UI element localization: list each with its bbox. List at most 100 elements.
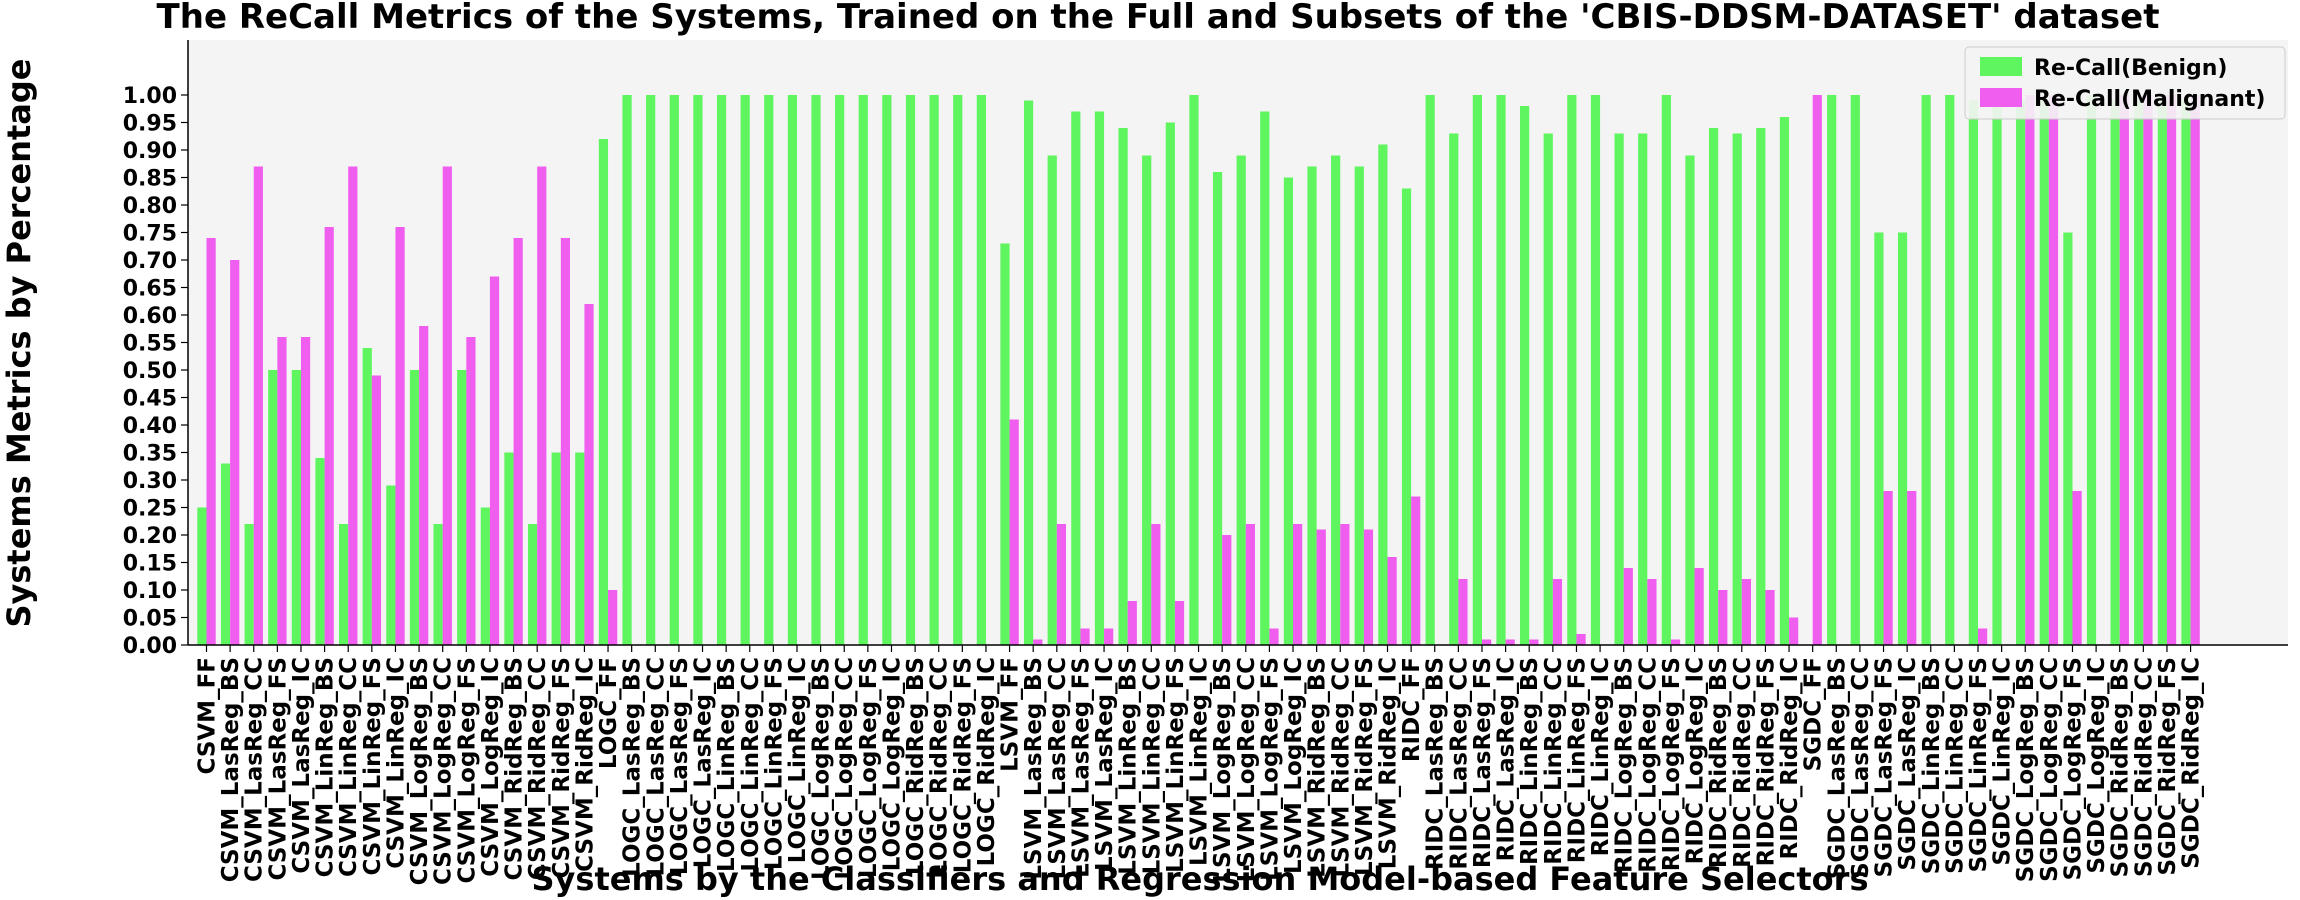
x-tick-label: SGDC_LogReg_IC	[2084, 657, 2110, 874]
x-tick-label: SGDC_LasReg_IC	[1895, 657, 1921, 871]
y-tick-label: 0.55	[123, 332, 177, 357]
legend-label-malignant: Re-Call(Malignant)	[2034, 87, 2265, 112]
x-tick-label: LSVM_LasReg_FS	[1068, 657, 1094, 878]
bar-benign	[1520, 106, 1530, 645]
bar-malignant	[560, 238, 570, 645]
y-axis: 0.000.05 0.100.15 0.200.25 0.300.35 0.400.45…	[123, 84, 188, 659]
x-tick-label: RIDC_RidReg_BS	[1706, 657, 1732, 868]
bar-malignant	[1363, 529, 1374, 645]
bar-benign	[315, 458, 325, 645]
bar-malignant	[1269, 628, 1279, 645]
bar-benign	[2016, 100, 2026, 645]
x-tick-label: SGDC_LasReg_CC	[1848, 657, 1874, 879]
bar-malignant	[395, 227, 405, 645]
bar-malignant	[442, 166, 452, 645]
bar-benign	[1378, 144, 1388, 645]
bar-benign	[905, 95, 916, 645]
bar-benign	[1897, 232, 1908, 645]
bar-benign	[551, 452, 561, 645]
bar-benign	[598, 139, 609, 645]
x-axis-label: Systems by the Classifiers and Regressio…	[532, 860, 1869, 898]
bar-benign	[1449, 133, 1459, 645]
x-tick-label: LSVM_RidReg_IC	[1376, 657, 1402, 869]
y-tick-label: 0.35	[123, 442, 177, 467]
bar-benign	[527, 524, 538, 645]
x-tick-label: LSVM_LasReg_BS	[1021, 657, 1047, 880]
bar-benign	[1992, 100, 2002, 645]
bar-malignant	[1151, 524, 1161, 645]
bar-benign	[1142, 155, 1152, 645]
bar-benign	[882, 95, 892, 645]
x-tick-label: LOGC_LasReg_IC	[691, 657, 717, 868]
x-tick-label: SGDC_LasReg_BS	[1824, 657, 1850, 879]
x-tick-label: RIDC_RidReg_CC	[1730, 657, 1756, 868]
y-tick-label: 0.00	[123, 634, 177, 659]
bar-malignant	[1222, 535, 1232, 645]
bar-benign	[244, 524, 254, 645]
bar-benign	[1756, 128, 1766, 645]
x-tick-label: SGDC_RidReg_FS	[2155, 657, 2181, 876]
bar-benign	[1425, 95, 1435, 645]
bar-benign	[433, 524, 443, 645]
x-tick-label: CSVM_RidReg_FS	[549, 657, 575, 879]
y-tick-label: 0.25	[123, 497, 177, 522]
y-tick-label: 0.40	[123, 414, 177, 439]
bar-benign	[811, 95, 821, 645]
x-tick-label: CSVM_RidReg_CC	[525, 657, 551, 880]
x-tick-label: LOGC_LinReg_BS	[714, 657, 740, 872]
bar-benign	[504, 452, 514, 645]
x-tick-label: CSVM_LinReg_CC	[336, 657, 362, 877]
bar-malignant	[1174, 601, 1185, 645]
bar-malignant	[300, 337, 311, 645]
bar-malignant	[1033, 639, 1043, 645]
legend-box	[1964, 46, 2286, 120]
x-tick-label: LOGC_LasReg_BS	[620, 657, 646, 877]
bar-malignant	[1883, 491, 1893, 645]
bar-malignant	[2190, 95, 2200, 645]
bar-malignant	[2143, 95, 2153, 645]
bar-malignant	[608, 590, 618, 645]
bar-benign	[1118, 128, 1128, 645]
bar-benign	[291, 370, 301, 645]
bar-benign	[1307, 166, 1317, 645]
x-tick-label: LSVM_LasReg_CC	[1045, 657, 1071, 879]
bar-malignant	[230, 260, 240, 645]
x-tick-label: CSVM_LasReg_BS	[218, 657, 244, 882]
y-tick-label: 0.10	[123, 579, 177, 604]
x-tick-label: SGDC_RidReg_CC	[2131, 657, 2157, 877]
x-tick-label: SGDC_RidReg_IC	[2179, 657, 2205, 869]
bar-benign	[2063, 232, 2073, 645]
bar-malignant	[324, 227, 334, 645]
x-tick-label: LOGC_LinReg_FS	[761, 657, 787, 870]
bar-benign	[1567, 95, 1577, 645]
bar-malignant	[1765, 590, 1775, 645]
y-tick-label: 0.85	[123, 167, 177, 192]
bar-benign	[197, 507, 207, 645]
x-tick-label: LSVM_LasReg_IC	[1092, 657, 1118, 871]
bar-malignant	[1127, 601, 1137, 645]
bar-benign	[1850, 95, 1860, 645]
bar-benign	[268, 370, 278, 645]
x-tick-label: SGDC_FF	[1801, 657, 1827, 771]
x-tick-label: LOGC_LinReg_CC	[738, 657, 764, 872]
bar-malignant	[1458, 579, 1468, 645]
x-tick-label: SGDC_RidReg_BS	[2108, 657, 2134, 877]
y-axis-label: Systems Metrics by Percentage	[0, 58, 38, 627]
y-tick-label: 0.30	[123, 469, 177, 494]
bar-malignant	[1481, 639, 1492, 645]
bar-benign	[1968, 100, 1978, 645]
bar-malignant	[1694, 568, 1704, 645]
bar-malignant	[2119, 95, 2129, 645]
bar-benign	[1614, 133, 1624, 645]
bar-benign	[1354, 166, 1364, 645]
x-tick-label: LSVM_LogReg_IC	[1281, 657, 1307, 874]
bar-malignant	[1056, 524, 1067, 645]
bar-benign	[362, 348, 372, 645]
bar-benign	[339, 524, 349, 645]
x-tick-label: CSVM_LinReg_FS	[360, 657, 386, 876]
bar-malignant	[1718, 590, 1728, 645]
bar-benign	[1331, 155, 1341, 645]
bar-benign	[929, 95, 939, 645]
x-tick-label: LSVM_LinReg_FS	[1163, 657, 1189, 873]
bar-malignant	[419, 326, 429, 645]
